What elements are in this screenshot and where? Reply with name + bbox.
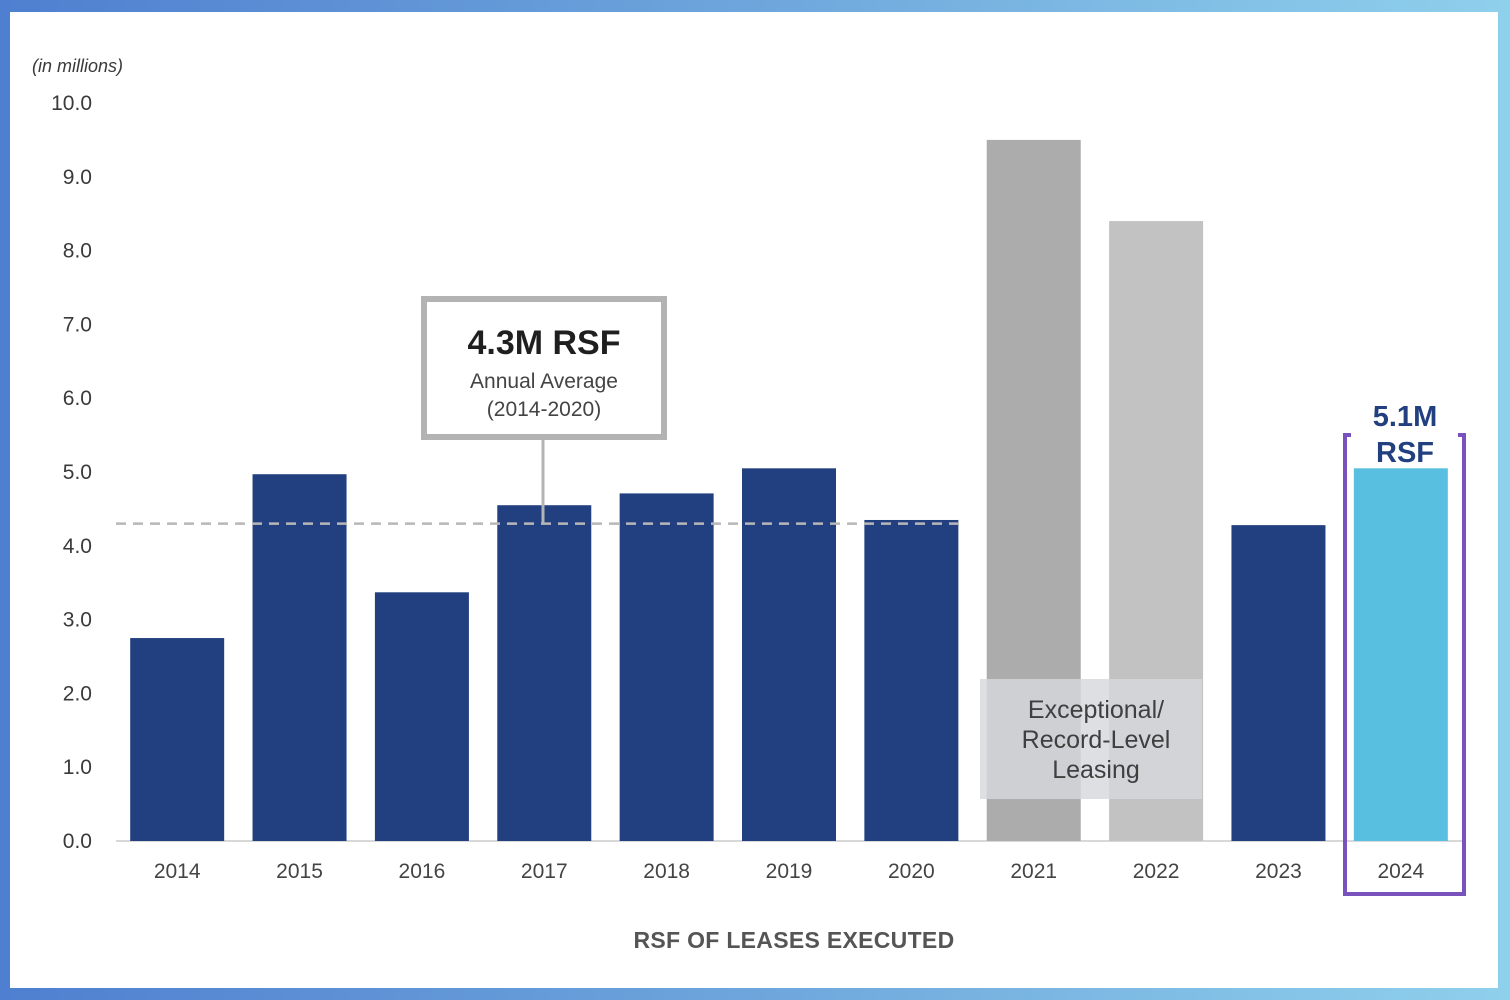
x-tick-label-2015: 2015 xyxy=(276,860,323,883)
chart-panel: 0.0 1.0 2.0 3.0 4.0 5.0 6.0 7.0 8.0 9.0 10.0 2014 2… xyxy=(10,12,1498,988)
y-tick-label: 4.0 xyxy=(63,535,92,558)
y-tick-label: 7.0 xyxy=(63,313,92,336)
x-tick-label-2020: 2020 xyxy=(888,860,935,883)
bar-2020 xyxy=(864,519,959,841)
y-tick-label: 1.0 xyxy=(63,756,92,779)
bar-2023 xyxy=(1231,525,1326,841)
bar-2017 xyxy=(497,505,592,841)
highlight-bracket xyxy=(1343,433,1466,896)
x-tick-label-2022: 2022 xyxy=(1133,860,1180,883)
y-tick-label: 6.0 xyxy=(63,387,92,410)
bar-2018 xyxy=(619,493,714,841)
axis-layer: 0.0 1.0 2.0 3.0 4.0 5.0 6.0 7.0 8.0 9.0 10.0 xyxy=(51,92,1462,853)
x-tick-label-2021: 2021 xyxy=(1010,860,1057,883)
y-tick-label: 8.0 xyxy=(63,240,92,263)
highlight-label-line2: RSF xyxy=(1376,437,1434,469)
x-tick-label-2019: 2019 xyxy=(766,860,813,883)
y-tick-label: 10.0 xyxy=(51,92,92,115)
bar-2024 xyxy=(1353,468,1448,841)
y-tick-label: 0.0 xyxy=(63,830,92,853)
highlight-label-line1: 5.1M xyxy=(1373,401,1437,433)
x-tick-label-2018: 2018 xyxy=(643,860,690,883)
average-callout-line1: Annual Average xyxy=(470,370,618,393)
bar-2014 xyxy=(130,638,225,841)
bar-chart: 0.01.02.03.04.05.06.07.08.09.010.0 2014 2… xyxy=(32,56,1466,953)
average-callout-headline: 4.3M RSF xyxy=(467,324,620,362)
y-axis-unit-label: (in millions) xyxy=(32,56,123,76)
bars-layer: 2014 2015 2016 2017 2018 2019 2020 2021 2022 2023… xyxy=(116,139,1448,883)
y-tick-label: 5.0 xyxy=(63,461,92,484)
x-tick-label-2023: 2023 xyxy=(1255,860,1302,883)
average-callout-line2: (2014-2020) xyxy=(487,398,601,421)
average-callout-box xyxy=(421,296,667,440)
bar-2015 xyxy=(252,474,347,841)
bar-2019 xyxy=(742,468,836,841)
x-tick-label-2014: 2014 xyxy=(154,860,201,883)
y-tick-label: 2.0 xyxy=(63,682,92,705)
x-tick-label-2024: 2024 xyxy=(1377,860,1424,883)
exceptional-label-line2: Record-Level xyxy=(1022,726,1171,754)
y-tick-label: 9.0 xyxy=(63,166,92,189)
x-axis-title: RSF OF LEASES EXECUTED xyxy=(634,927,955,953)
bar-2016 xyxy=(374,592,469,841)
exceptional-overlay-box xyxy=(980,679,1202,799)
x-tick-label-2017: 2017 xyxy=(521,860,568,883)
x-tick-label-2016: 2016 xyxy=(399,860,446,883)
exceptional-label-line3: Leasing xyxy=(1052,756,1140,784)
y-tick-label: 3.0 xyxy=(63,609,92,632)
annotations-layer: Exceptional/ Record-Level Leasing 4.3M R… xyxy=(421,296,1466,896)
exceptional-label-line1: Exceptional/ xyxy=(1028,696,1164,724)
